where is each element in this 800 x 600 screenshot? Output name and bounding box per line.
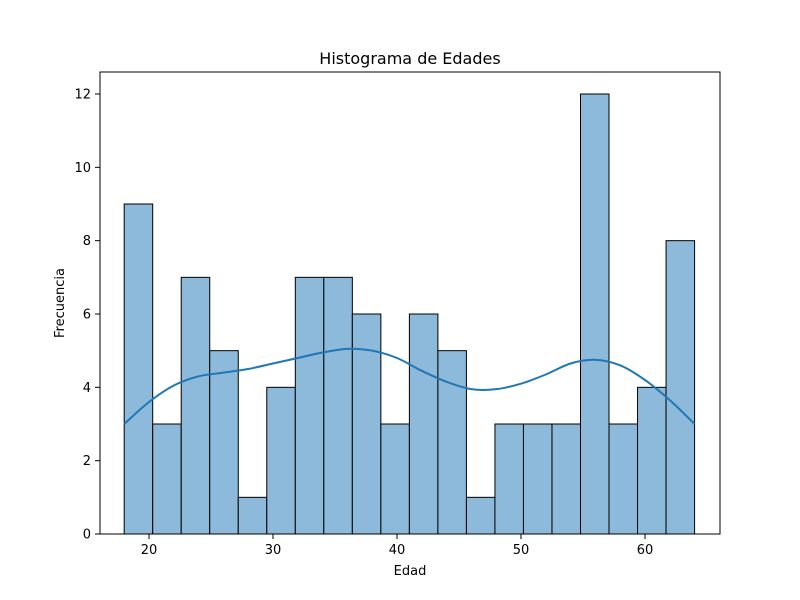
histogram-bar [580, 93, 610, 535]
histogram-bar [266, 386, 296, 535]
y-tick-label: 6 [83, 308, 91, 323]
x-axis-ticks: 20 30 40 50 60 [141, 534, 654, 558]
histogram-bar [637, 386, 667, 535]
histogram-bar [437, 350, 467, 535]
x-axis-label: Edad [394, 564, 427, 579]
y-tick-label: 4 [83, 381, 91, 396]
histogram-bar [237, 496, 268, 535]
histogram-bar [608, 423, 639, 535]
histogram-bar [465, 496, 496, 535]
x-tick-label: 40 [389, 543, 406, 558]
x-tick-label: 30 [265, 543, 282, 558]
plot-frame [99, 71, 721, 535]
x-tick-label: 60 [637, 543, 654, 558]
y-axis-label: Frecuencia [53, 268, 68, 338]
histogram-bar [180, 276, 211, 535]
histogram-bar [380, 423, 410, 535]
y-tick-label: 2 [83, 454, 91, 469]
histogram-bar [494, 423, 524, 535]
bars-group [123, 93, 696, 535]
histogram-bar [522, 423, 553, 535]
histogram-bar [665, 240, 696, 535]
histogram-bar [294, 276, 325, 535]
kde-density-line [123, 347, 696, 425]
histogram-bar [551, 423, 581, 535]
histogram-bar [323, 276, 353, 535]
y-tick-label: 8 [83, 234, 91, 249]
histogram-bar [209, 350, 239, 535]
chart-title: Histograma de Edades [319, 49, 500, 68]
y-axis-ticks: 0 2 4 6 8 10 12 [74, 88, 100, 543]
histogram-bar [351, 313, 382, 535]
x-tick-label: 50 [513, 543, 530, 558]
y-tick-label: 10 [74, 161, 91, 176]
histogram-bar [152, 423, 182, 535]
y-tick-label: 0 [83, 528, 91, 543]
histogram-bar [408, 313, 439, 535]
y-tick-label: 12 [74, 88, 91, 103]
histogram-bar [123, 203, 154, 535]
x-tick-label: 20 [141, 543, 158, 558]
